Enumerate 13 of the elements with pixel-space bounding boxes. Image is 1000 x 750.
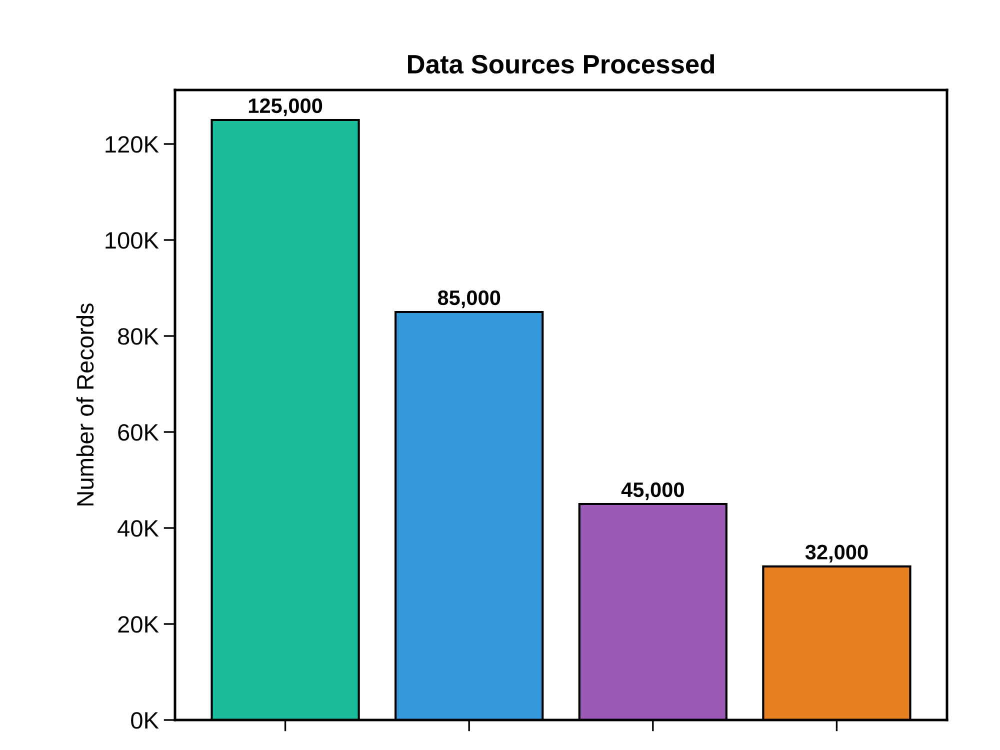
- data-label: 85,000: [438, 290, 500, 308]
- y-tick-label: 0K: [131, 712, 159, 729]
- data-label: 125,000: [248, 98, 322, 116]
- chart-title: Data Sources Processed: [408, 54, 714, 74]
- y-axis-title: Number of Records: [76, 303, 94, 506]
- y-tick-label: 20K: [118, 616, 159, 633]
- y-tick-label: 40K: [118, 520, 159, 537]
- data-label: 32,000: [805, 544, 868, 563]
- y-tick-label: 60K: [118, 424, 159, 441]
- y-tick-label: 120K: [106, 136, 159, 153]
- data-label: 45,000: [621, 482, 684, 500]
- y-tick-label: 100K: [106, 232, 159, 249]
- y-tick-label: 80K: [118, 328, 159, 345]
